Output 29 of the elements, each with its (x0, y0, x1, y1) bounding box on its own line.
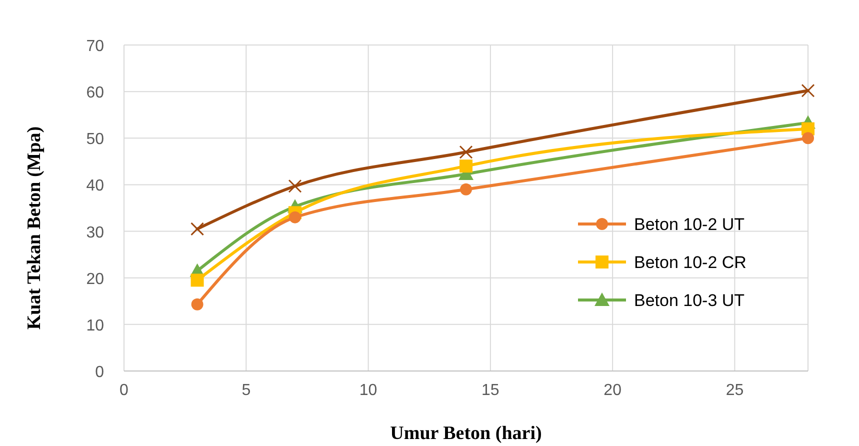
legend-label: Beton 10-2 UT (634, 215, 745, 234)
y-tick-label: 30 (86, 224, 104, 242)
y-tick-label: 40 (86, 178, 104, 195)
point (802, 132, 814, 144)
y-tick-label: 10 (86, 317, 104, 334)
legend-label: Beton 10-3 UT (634, 291, 745, 310)
y-tick-label: 60 (86, 84, 104, 102)
y-tick-label: 50 (86, 131, 104, 148)
point (460, 183, 472, 196)
x-tick-label: 25 (726, 382, 744, 399)
point (288, 179, 302, 193)
point (289, 211, 301, 224)
y-tick-label: 70 (86, 38, 104, 55)
x-axis-title: Umur Beton (hari) (390, 423, 542, 444)
point (190, 274, 204, 287)
point (460, 160, 472, 173)
point (459, 145, 473, 159)
x-tick-label: 5 (242, 382, 251, 399)
point (801, 84, 815, 98)
y-tick-label: 0 (95, 364, 104, 381)
x-tick-label: 15 (482, 382, 500, 399)
legend-label: Beton 10-2 CR (634, 253, 746, 272)
point (191, 298, 204, 310)
x-tick-label: 10 (359, 382, 378, 399)
point (190, 222, 204, 236)
y-axis-title: Kuat Tekan Beton (Mpa) (24, 126, 45, 330)
y-tick-label: 20 (86, 270, 104, 288)
x-tick-label: 0 (120, 382, 129, 399)
x-tick-label: 20 (604, 382, 622, 399)
